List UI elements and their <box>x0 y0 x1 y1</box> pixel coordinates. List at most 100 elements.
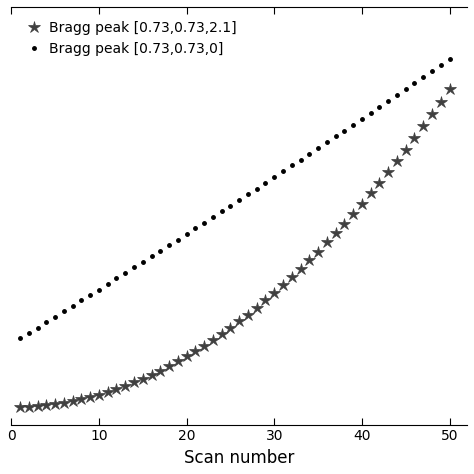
Bragg peak [0.73,0.73,0] <box>385 98 391 104</box>
Bragg peak [0.73,0.73,0] <box>131 264 137 270</box>
Bragg peak [0.73,0.73,0] <box>394 92 400 98</box>
Bragg peak [0.73,0.73,2.1] <box>201 343 207 349</box>
Bragg peak [0.73,0.73,0] <box>166 242 172 248</box>
Bragg peak [0.73,0.73,0] <box>447 56 452 62</box>
Bragg peak [0.73,0.73,0] <box>140 259 146 265</box>
Bragg peak [0.73,0.73,0] <box>175 237 181 242</box>
Bragg peak [0.73,0.73,2.1] <box>394 158 400 164</box>
Bragg peak [0.73,0.73,0] <box>96 287 102 292</box>
Bragg peak [0.73,0.73,2.1] <box>52 401 58 407</box>
Bragg peak [0.73,0.73,0] <box>201 220 207 226</box>
Bragg peak [0.73,0.73,2.1] <box>96 392 102 398</box>
Bragg peak [0.73,0.73,2.1] <box>210 337 216 343</box>
Bragg peak [0.73,0.73,2.1] <box>420 123 426 129</box>
Bragg peak [0.73,0.73,2.1] <box>140 376 146 382</box>
Bragg peak [0.73,0.73,2.1] <box>131 380 137 385</box>
Bragg peak [0.73,0.73,2.1] <box>149 372 155 378</box>
Bragg peak [0.73,0.73,0] <box>114 276 119 282</box>
Bragg peak [0.73,0.73,0] <box>35 325 40 330</box>
Bragg peak [0.73,0.73,0] <box>359 116 365 122</box>
Bragg peak [0.73,0.73,2.1] <box>411 135 417 141</box>
Bragg peak [0.73,0.73,0] <box>184 231 190 237</box>
X-axis label: Scan number: Scan number <box>184 449 294 467</box>
Bragg peak [0.73,0.73,2.1] <box>166 363 172 369</box>
Bragg peak [0.73,0.73,0] <box>26 330 32 336</box>
Bragg peak [0.73,0.73,0] <box>122 270 128 276</box>
Bragg peak [0.73,0.73,0] <box>307 151 312 157</box>
Bragg peak [0.73,0.73,0] <box>411 80 417 86</box>
Bragg peak [0.73,0.73,0] <box>237 197 242 203</box>
Bragg peak [0.73,0.73,2.1] <box>17 404 23 410</box>
Bragg peak [0.73,0.73,0] <box>263 180 268 186</box>
Bragg peak [0.73,0.73,2.1] <box>219 331 225 337</box>
Bragg peak [0.73,0.73,2.1] <box>237 319 242 324</box>
Bragg peak [0.73,0.73,0] <box>403 86 409 92</box>
Bragg peak [0.73,0.73,0] <box>272 174 277 180</box>
Bragg peak [0.73,0.73,0] <box>219 209 225 214</box>
Bragg peak [0.73,0.73,0] <box>70 303 75 309</box>
Bragg peak [0.73,0.73,2.1] <box>403 147 409 153</box>
Bragg peak [0.73,0.73,2.1] <box>385 169 391 175</box>
Bragg peak [0.73,0.73,2.1] <box>280 282 286 288</box>
Bragg peak [0.73,0.73,0] <box>315 145 321 151</box>
Bragg peak [0.73,0.73,0] <box>289 163 295 168</box>
Bragg peak [0.73,0.73,2.1] <box>157 368 163 374</box>
Bragg peak [0.73,0.73,0] <box>149 254 155 259</box>
Bragg peak [0.73,0.73,0] <box>350 122 356 128</box>
Bragg peak [0.73,0.73,2.1] <box>350 211 356 217</box>
Bragg peak [0.73,0.73,2.1] <box>376 180 382 186</box>
Bragg peak [0.73,0.73,0] <box>79 298 84 303</box>
Bragg peak [0.73,0.73,2.1] <box>79 396 84 402</box>
Bragg peak [0.73,0.73,0] <box>17 336 23 341</box>
Bragg peak [0.73,0.73,0] <box>61 309 67 314</box>
Bragg peak [0.73,0.73,2.1] <box>26 404 32 410</box>
Bragg peak [0.73,0.73,2.1] <box>333 230 338 236</box>
Bragg peak [0.73,0.73,2.1] <box>245 312 251 318</box>
Bragg peak [0.73,0.73,2.1] <box>298 266 303 272</box>
Bragg peak [0.73,0.73,2.1] <box>122 383 128 389</box>
Line: Bragg peak [0.73,0.73,2.1]: Bragg peak [0.73,0.73,2.1] <box>14 83 456 413</box>
Bragg peak [0.73,0.73,2.1] <box>447 86 452 92</box>
Bragg peak [0.73,0.73,0] <box>157 248 163 254</box>
Bragg peak [0.73,0.73,0] <box>254 186 260 191</box>
Bragg peak [0.73,0.73,2.1] <box>105 389 110 395</box>
Bragg peak [0.73,0.73,0] <box>210 214 216 220</box>
Bragg peak [0.73,0.73,2.1] <box>307 257 312 263</box>
Bragg peak [0.73,0.73,2.1] <box>70 398 75 404</box>
Bragg peak [0.73,0.73,2.1] <box>429 111 435 117</box>
Bragg peak [0.73,0.73,2.1] <box>289 274 295 280</box>
Bragg peak [0.73,0.73,2.1] <box>254 305 260 310</box>
Bragg peak [0.73,0.73,2.1] <box>341 221 347 227</box>
Bragg peak [0.73,0.73,0] <box>105 281 110 287</box>
Bragg peak [0.73,0.73,0] <box>420 74 426 80</box>
Bragg peak [0.73,0.73,2.1] <box>438 99 444 105</box>
Bragg peak [0.73,0.73,2.1] <box>263 298 268 303</box>
Line: Bragg peak [0.73,0.73,0]: Bragg peak [0.73,0.73,0] <box>17 55 453 342</box>
Bragg peak [0.73,0.73,0] <box>438 63 444 68</box>
Bragg peak [0.73,0.73,0] <box>341 128 347 133</box>
Bragg peak [0.73,0.73,2.1] <box>324 240 330 246</box>
Bragg peak [0.73,0.73,0] <box>52 314 58 319</box>
Bragg peak [0.73,0.73,0] <box>245 191 251 197</box>
Bragg peak [0.73,0.73,2.1] <box>175 359 181 365</box>
Bragg peak [0.73,0.73,2.1] <box>368 191 374 196</box>
Bragg peak [0.73,0.73,2.1] <box>87 394 93 400</box>
Bragg peak [0.73,0.73,0] <box>44 319 49 325</box>
Bragg peak [0.73,0.73,0] <box>298 157 303 163</box>
Bragg peak [0.73,0.73,2.1] <box>315 249 321 255</box>
Bragg peak [0.73,0.73,2.1] <box>114 386 119 392</box>
Bragg peak [0.73,0.73,2.1] <box>35 403 40 409</box>
Bragg peak [0.73,0.73,0] <box>368 110 374 116</box>
Bragg peak [0.73,0.73,0] <box>280 168 286 174</box>
Bragg peak [0.73,0.73,2.1] <box>44 402 49 408</box>
Bragg peak [0.73,0.73,0] <box>324 139 330 145</box>
Bragg peak [0.73,0.73,2.1] <box>228 325 233 331</box>
Bragg peak [0.73,0.73,0] <box>376 104 382 110</box>
Bragg peak [0.73,0.73,0] <box>429 68 435 74</box>
Bragg peak [0.73,0.73,2.1] <box>192 348 198 354</box>
Bragg peak [0.73,0.73,2.1] <box>184 354 190 359</box>
Legend: Bragg peak [0.73,0.73,2.1], Bragg peak [0.73,0.73,0]: Bragg peak [0.73,0.73,2.1], Bragg peak [… <box>18 14 243 63</box>
Bragg peak [0.73,0.73,0] <box>228 203 233 209</box>
Bragg peak [0.73,0.73,2.1] <box>359 201 365 207</box>
Bragg peak [0.73,0.73,0] <box>87 292 93 298</box>
